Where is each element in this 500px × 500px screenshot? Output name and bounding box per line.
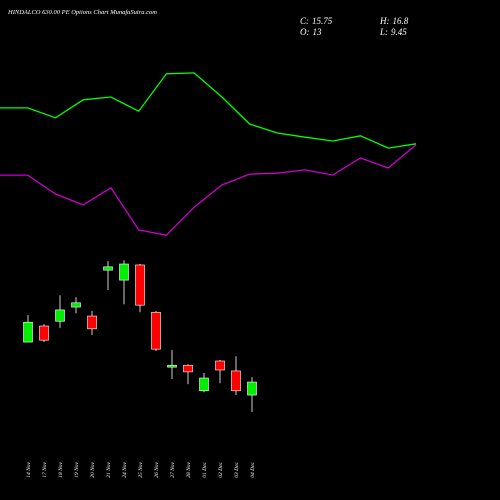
summary-value: 16.8: [393, 16, 409, 26]
candle-body: [103, 266, 113, 271]
summary-item: H: 16.8: [379, 16, 409, 26]
summary-item: L: 9.45: [379, 27, 407, 37]
x-tick-label: 20 Nov: [90, 461, 96, 477]
x-tick-label: 04 Dec: [249, 461, 256, 477]
x-tick-label: 02 Dec: [218, 461, 224, 477]
candle-body: [199, 377, 209, 392]
x-tick-label: 19 Nov: [74, 461, 80, 477]
x-tick-label: 17 Nov: [42, 461, 48, 477]
x-tick-label: 14 Nov: [25, 461, 32, 477]
x-tick-label: 01 Dec: [202, 461, 208, 477]
summary-label: L:: [379, 27, 388, 37]
chart-title: HINDALCO 630.00 PE Options Chart MunafaS…: [7, 9, 157, 16]
summary-label: C:: [300, 16, 309, 26]
summary-value: 13: [313, 27, 323, 37]
candle-body: [23, 321, 33, 343]
summary-label: H:: [379, 16, 390, 26]
x-tick-label: 21 Nov: [106, 461, 112, 477]
candle-body: [119, 263, 129, 281]
x-tick-label: 03 Dec: [234, 461, 240, 477]
candle-body: [87, 315, 97, 330]
summary-value: 9.45: [391, 27, 407, 37]
candle-body: [215, 360, 225, 371]
candle-body: [39, 325, 49, 341]
summary-item: O: 13: [300, 27, 322, 37]
summary-value: 15.75: [312, 16, 333, 26]
candle-body: [151, 311, 161, 350]
indicator-line: [0, 144, 417, 236]
summary-item: C: 15.75: [300, 16, 333, 26]
x-tick-label: 26 Nov: [154, 461, 160, 477]
indicator-line: [0, 72, 417, 149]
candle-body: [167, 364, 177, 368]
candle-body: [183, 364, 193, 373]
x-tick-label: 27 Nov: [170, 461, 176, 477]
x-tick-label: 18 Nov: [58, 461, 64, 477]
candle-body: [247, 381, 257, 396]
x-tick-label: 24 Nov: [121, 461, 128, 477]
x-tick-label: 28 Nov: [186, 461, 192, 477]
candle-body: [55, 309, 65, 322]
candle-body: [71, 302, 81, 308]
summary-label: O:: [300, 27, 310, 37]
x-tick-label: 25 Nov: [138, 461, 144, 477]
candle-body: [135, 264, 145, 306]
candle-body: [231, 370, 241, 392]
